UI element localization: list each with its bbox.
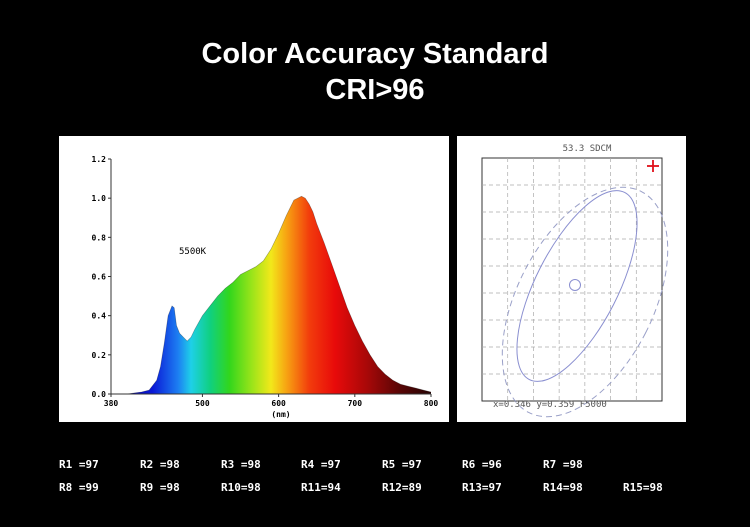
cri-values-row-2: R8 =99 R9 =98 R10=98 R11=94 R12=89 R13=97 R14=… [0, 481, 750, 499]
sdcm-title: 53.3 SDCM [563, 144, 612, 154]
x-axis-label: (nm) [271, 410, 290, 419]
chromaticity-frame [481, 157, 663, 402]
x-tick-label: 500 [195, 399, 210, 408]
x-tick-label: 800 [424, 399, 439, 408]
y-tick-label: 0.6 [92, 273, 107, 282]
chromaticity-panel: 53.3 SDCM x=0.346 y=0.359 F5000 [457, 136, 686, 422]
cri-value: R3 =98 [221, 458, 261, 471]
page-subtitle: CRI>96 [325, 74, 425, 106]
cri-value: R6 =96 [462, 458, 502, 471]
page-title: Color Accuracy Standard [201, 38, 549, 70]
spectrum-chart: 0.0 0.2 0.4 0.6 0.8 1.0 1.2 380 500 600 700 800 550… [59, 136, 449, 422]
cri-value: R14=98 [543, 481, 583, 494]
cri-value: R8 =99 [59, 481, 99, 494]
y-tick-label: 0.2 [92, 351, 107, 360]
spectrum-annotation: 5500K [179, 247, 207, 257]
cri-value: R4 =97 [301, 458, 341, 471]
spectrum-line [111, 195, 432, 395]
x-tick-label: 380 [104, 399, 119, 408]
chromaticity-chart-svg: 53.3 SDCM x=0.346 y=0.359 F5000 [481, 144, 669, 418]
inner-tolerance-ellipse [516, 190, 638, 382]
cri-value: R12=89 [382, 481, 422, 494]
cri-value: R11=94 [301, 481, 341, 494]
cri-values-row-1: R1 =97 R2 =98 R3 =98 R4 =97 R5 =97 R6 =96 R7 =… [0, 458, 750, 476]
x-tick-label: 700 [348, 399, 363, 408]
y-tick-label: 1.2 [92, 155, 107, 164]
measured-point-marker [647, 160, 659, 172]
cri-value: R10=98 [221, 481, 261, 494]
spectrum-chart-svg: 0.0 0.2 0.4 0.6 0.8 1.0 1.2 380 500 600 700 800 550… [92, 155, 439, 419]
outer-tolerance-ellipse [501, 186, 669, 418]
cri-value: R7 =98 [543, 458, 583, 471]
spectrum-area [111, 196, 431, 394]
chromaticity-readout: x=0.346 y=0.359 F5000 [493, 400, 607, 410]
cri-value: R5 =97 [382, 458, 422, 471]
cri-value: R13=97 [462, 481, 502, 494]
chromaticity-grid [482, 158, 662, 401]
y-tick-label: 0.8 [92, 233, 107, 242]
reference-point [569, 279, 581, 291]
cri-value: R2 =98 [140, 458, 180, 471]
cri-value: R9 =98 [140, 481, 180, 494]
cri-value: R1 =97 [59, 458, 99, 471]
x-tick-label: 600 [271, 399, 286, 408]
y-tick-label: 0.0 [92, 390, 107, 399]
cri-value: R15=98 [623, 481, 663, 494]
y-tick-label: 0.4 [92, 312, 107, 321]
y-tick-label: 1.0 [92, 194, 107, 203]
